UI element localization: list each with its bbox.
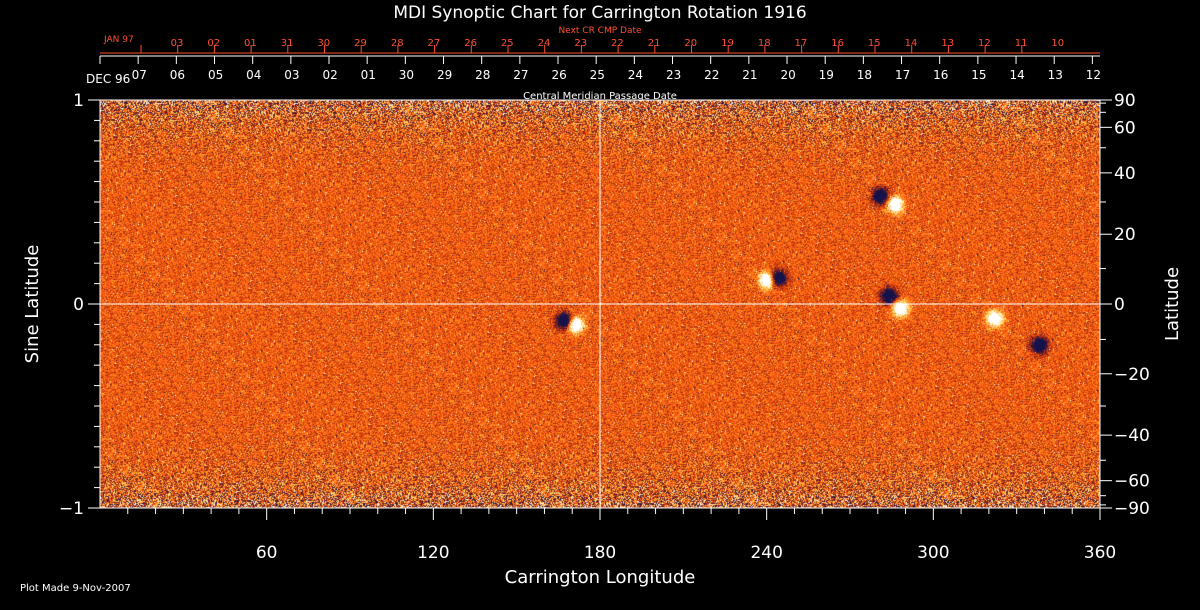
next-cr-date-label: 22 [611,38,624,49]
y-right-tick-label: −20 [1114,365,1150,385]
next-cr-date-label: 16 [831,38,844,49]
cmp-date-label: 20 [780,68,795,82]
cmp-date-label: 17 [895,68,910,82]
next-cr-date-label: 29 [354,38,367,49]
y-right-tick-label: −90 [1114,499,1150,519]
x-tick-label: 180 [584,543,616,563]
next-cr-date-label: 19 [721,38,734,49]
next-cr-date-label: 17 [795,38,808,49]
y-right-tick-label: 60 [1114,118,1136,138]
next-cr-date-label: 13 [941,38,954,49]
y-left-tick-label: 0 [73,295,84,315]
cmp-date-label: 14 [1009,68,1024,82]
cmp-date-label: 01 [361,68,376,82]
y-right-tick-label: −60 [1114,472,1150,492]
cmp-date-label: 06 [170,68,185,82]
plot-made-note: Plot Made 9-Nov-2007 [20,583,131,594]
y-left-tick-label: 1 [73,91,84,111]
cmp-axis-label: Central Meridian Passage Date [523,91,677,102]
cmp-date-label: 25 [590,68,605,82]
cmp-date-label: 21 [742,68,757,82]
y-axis-label-right: Latitude [1162,267,1183,341]
y-axis-label-left: Sine Latitude [22,245,43,364]
next-cr-date-label: 10 [1051,38,1064,49]
next-cr-axis-label: Next CR CMP Date [558,26,642,36]
next-cr-date-label: 01 [244,38,257,49]
x-tick-label: 120 [417,543,449,563]
cmp-date-label: 30 [399,68,414,82]
cmp-date-label: 27 [513,68,528,82]
cmp-date-label: 05 [208,68,223,82]
next-cr-date-label: 02 [207,38,220,49]
x-axis-label: Carrington Longitude [505,567,696,588]
cmp-month-label: DEC 96 [86,72,130,86]
next-cr-date-label: 20 [684,38,697,49]
cmp-date-label: 16 [933,68,948,82]
next-cr-date-label: 12 [978,38,991,49]
cmp-date-label: 13 [1048,68,1063,82]
next-cr-date-label: 27 [428,38,441,49]
y-right-tick-label: −40 [1114,426,1150,446]
cmp-date-label: 04 [246,68,261,82]
x-tick-label: 60 [256,543,278,563]
cmp-date-label: 28 [475,68,490,82]
cmp-date-label: 24 [628,68,643,82]
cmp-date-label: 18 [857,68,872,82]
x-tick-label: 360 [1084,543,1116,563]
y-right-tick-label: 0 [1114,295,1125,315]
y-right-tick-label: 90 [1114,91,1136,111]
next-cr-date-label: 15 [868,38,881,49]
next-cr-date-label: 21 [648,38,661,49]
y-right-tick-label: 40 [1114,164,1136,184]
next-cr-date-label: 31 [281,38,294,49]
cmp-date-label: 22 [704,68,719,82]
next-cr-date-label: 26 [464,38,477,49]
next-cr-date-label: 03 [171,38,184,49]
chart-title: MDI Synoptic Chart for Carrington Rotati… [393,3,806,23]
next-cr-date-label: 30 [317,38,330,49]
cmp-date-label: 12 [1086,68,1101,82]
next-cr-date-label: 18 [758,38,771,49]
cmp-date-label: 26 [551,68,566,82]
x-tick-label: 240 [750,543,782,563]
cmp-date-label: 15 [971,68,986,82]
y-left-tick-label: −1 [59,499,84,519]
cmp-date-label: 23 [666,68,681,82]
next-cr-date-label: 14 [905,38,918,49]
cmp-date-label: 02 [322,68,337,82]
cmp-date-label: 29 [437,68,452,82]
cmp-date-label: 07 [132,68,147,82]
cmp-date-label: 19 [819,68,834,82]
next-cr-date-label: 11 [1015,38,1028,49]
y-right-tick-label: 20 [1114,225,1136,245]
next-cr-date-label: 24 [538,38,551,49]
x-tick-label: 300 [917,543,949,563]
next-cr-date-label: 28 [391,38,404,49]
next-cr-date-label: 23 [574,38,587,49]
cmp-date-label: 03 [284,68,299,82]
next-cr-month-label: JAN 97 [103,35,134,45]
next-cr-date-label: 25 [501,38,514,49]
